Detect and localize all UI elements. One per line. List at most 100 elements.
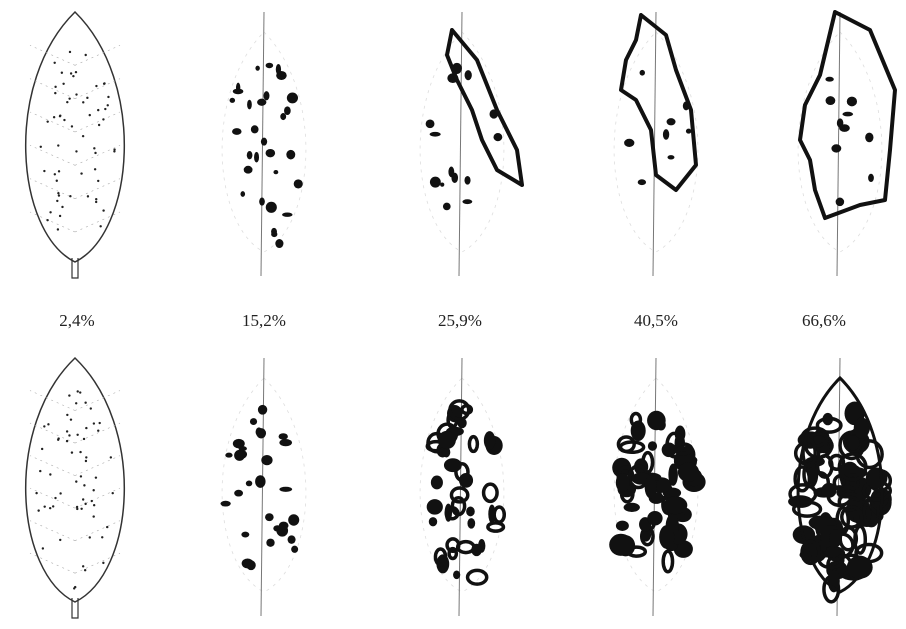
leaf bbox=[798, 12, 895, 276]
leaf-dot bbox=[95, 476, 97, 478]
leaf-dot bbox=[89, 114, 91, 116]
leaf-dot bbox=[93, 147, 95, 149]
leaf-dot bbox=[43, 425, 45, 427]
leaf-dot bbox=[95, 198, 97, 200]
leaf-dot bbox=[58, 194, 60, 196]
lesion bbox=[279, 433, 288, 440]
lesion bbox=[488, 505, 495, 524]
leaf-dot bbox=[101, 536, 103, 538]
lesion bbox=[847, 435, 860, 450]
lesion bbox=[663, 129, 669, 140]
leaf-dot bbox=[95, 201, 97, 203]
lesion bbox=[239, 446, 247, 451]
leaf-dot bbox=[68, 394, 70, 396]
leaf-dot bbox=[70, 418, 72, 420]
leaf-dot bbox=[59, 215, 61, 217]
leaf-dot bbox=[77, 390, 79, 392]
lesion bbox=[484, 431, 496, 450]
leaf-dot bbox=[97, 109, 99, 111]
lesion bbox=[826, 96, 836, 105]
leaf-severity-scale: 2,4% 15,2% 25,9% 40,5% 66,6% bbox=[0, 0, 906, 624]
lesion bbox=[855, 526, 865, 553]
lesion bbox=[667, 155, 674, 159]
leaf-vein bbox=[30, 79, 120, 99]
leaf-dot bbox=[97, 429, 99, 431]
lesion bbox=[288, 514, 299, 526]
lesion bbox=[273, 170, 278, 174]
lesion bbox=[648, 441, 657, 451]
leaf bbox=[222, 12, 306, 276]
lesion bbox=[247, 151, 253, 159]
leaf-midrib bbox=[459, 12, 462, 276]
lesion bbox=[451, 173, 458, 183]
lesion bbox=[645, 475, 657, 498]
lesion bbox=[829, 529, 842, 547]
leaf-dot bbox=[69, 195, 71, 197]
lesion bbox=[240, 191, 245, 197]
leaf-dot bbox=[104, 108, 106, 110]
leaf-dot bbox=[54, 86, 56, 88]
leaf-dot bbox=[102, 209, 104, 211]
lesion bbox=[244, 166, 253, 174]
leaf-dot bbox=[93, 422, 95, 424]
leaf-dot bbox=[84, 569, 86, 571]
lesion bbox=[242, 558, 254, 568]
lesion bbox=[282, 212, 292, 216]
lesion bbox=[825, 546, 840, 558]
leaf-dot bbox=[68, 97, 70, 99]
lesion bbox=[261, 455, 272, 465]
leaf-dot bbox=[53, 116, 55, 118]
leaf-vein bbox=[30, 145, 120, 165]
lesion bbox=[638, 179, 646, 185]
leaf-dot bbox=[85, 427, 87, 429]
severity-label: 25,9% bbox=[438, 311, 482, 330]
lesion bbox=[246, 481, 252, 487]
leaf-dot bbox=[94, 152, 96, 154]
leaf-dot bbox=[42, 547, 44, 549]
lesion bbox=[465, 70, 472, 80]
leaf-dot bbox=[46, 219, 48, 221]
leaf-dot bbox=[83, 438, 85, 440]
leaf-dot bbox=[75, 480, 77, 482]
leaf-dot bbox=[54, 497, 56, 499]
leaf-dot bbox=[89, 536, 91, 538]
lesion bbox=[444, 458, 462, 472]
lesion-outline bbox=[447, 30, 522, 185]
lesion bbox=[230, 98, 236, 103]
leaf-dot bbox=[49, 507, 51, 509]
leaf-dot bbox=[85, 54, 87, 56]
severity-label: 40,5% bbox=[634, 311, 678, 330]
leaf-outline bbox=[420, 32, 504, 252]
leaf-midrib bbox=[837, 12, 840, 276]
lesion bbox=[266, 63, 274, 69]
lesion bbox=[471, 544, 482, 556]
leaf-dot bbox=[46, 120, 48, 122]
lesion bbox=[427, 499, 443, 515]
leaf bbox=[26, 358, 125, 618]
lesion bbox=[256, 428, 266, 438]
lesion bbox=[663, 551, 672, 572]
lesion bbox=[467, 518, 475, 529]
lesion bbox=[668, 463, 678, 485]
leaf-vein bbox=[30, 45, 120, 65]
lesion bbox=[255, 66, 259, 71]
leaf-dot bbox=[66, 414, 68, 416]
leaf-dot bbox=[52, 505, 54, 507]
lesion bbox=[647, 511, 662, 526]
lesion bbox=[241, 532, 249, 538]
leaf-dot bbox=[107, 104, 109, 106]
leaf-dot bbox=[102, 562, 104, 564]
leaf-dot bbox=[58, 170, 60, 172]
leaf-dot bbox=[69, 51, 71, 53]
page: 2,4% 15,2% 25,9% 40,5% 66,6% (() => { co… bbox=[0, 0, 906, 624]
leaf-dot bbox=[79, 451, 81, 453]
lesion bbox=[493, 133, 502, 141]
lesion bbox=[225, 453, 232, 458]
lesion bbox=[286, 150, 295, 160]
leaf-dot bbox=[72, 75, 74, 77]
lesion bbox=[266, 539, 274, 547]
lesion bbox=[247, 100, 252, 110]
leaf-dot bbox=[71, 125, 73, 127]
leaf-dot bbox=[113, 150, 115, 152]
lesion bbox=[443, 203, 451, 211]
